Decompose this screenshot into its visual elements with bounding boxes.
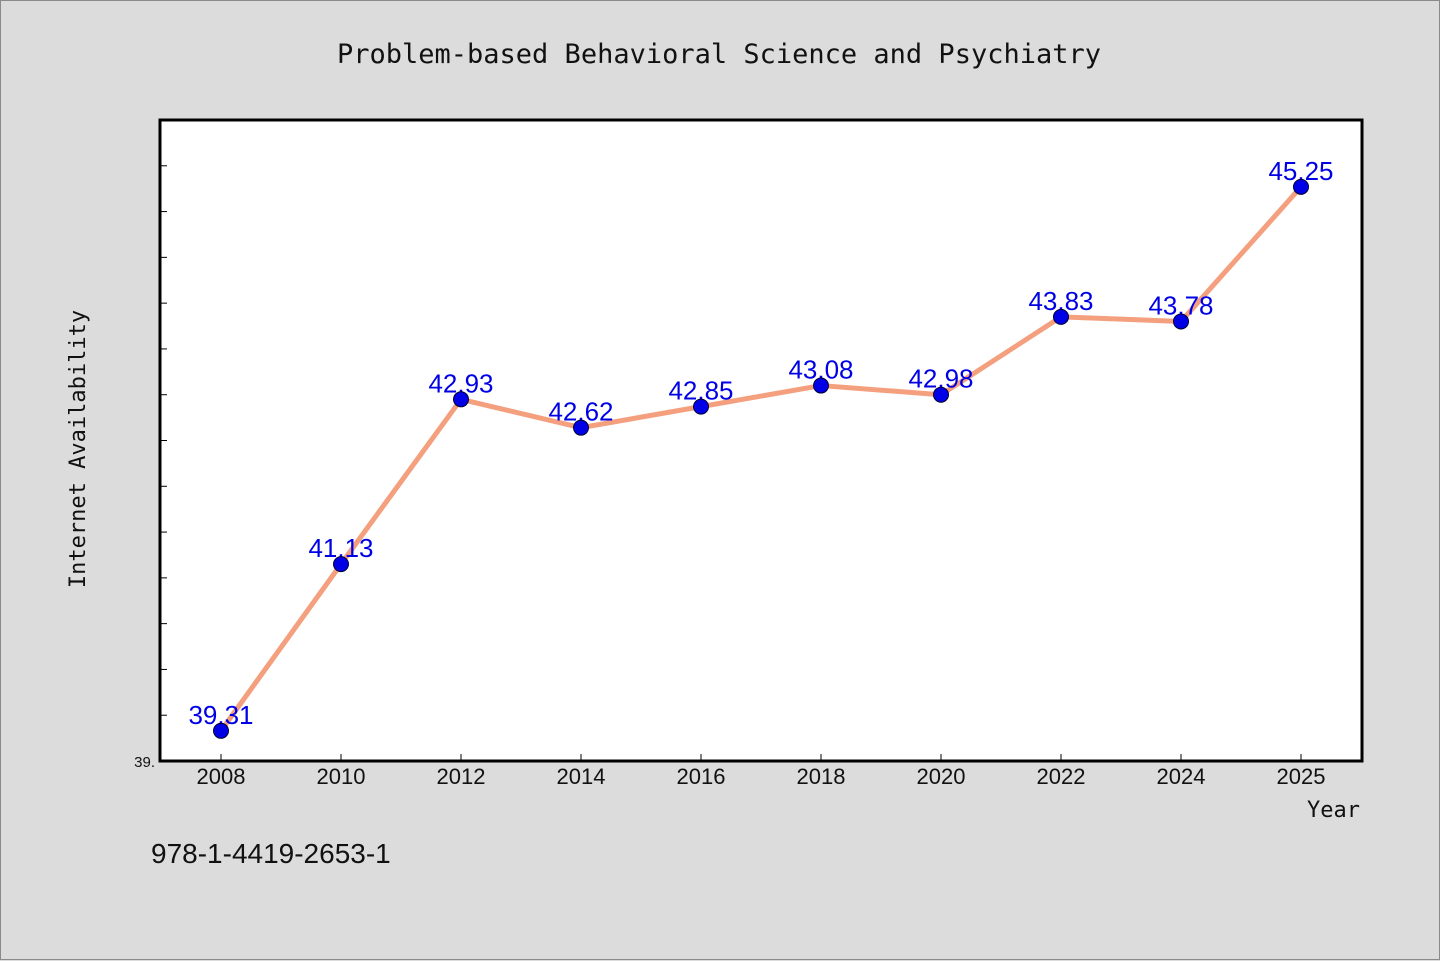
data-point bbox=[1293, 178, 1309, 195]
data-point bbox=[693, 398, 709, 415]
x-tick-label: 2014 bbox=[557, 764, 606, 789]
data-point bbox=[813, 377, 829, 394]
x-axis-title: Year bbox=[1307, 798, 1360, 823]
data-point bbox=[1173, 313, 1189, 330]
series-line bbox=[218, 184, 1304, 734]
plot-area bbox=[158, 118, 1364, 763]
data-point bbox=[573, 419, 589, 436]
x-tick-label: 2024 bbox=[1157, 764, 1206, 789]
x-tick-label: 2016 bbox=[677, 764, 726, 789]
y-axis-title: Internet Availability bbox=[66, 310, 91, 588]
x-axis-ticks bbox=[220, 754, 1302, 761]
isbn-text: 978-1-4419-2653-1 bbox=[151, 838, 391, 869]
y-axis-ticks bbox=[160, 119, 167, 762]
x-axis-tick-labels: 2008 2010 2012 2014 2016 2018 2020 2022 2024 2025 bbox=[197, 764, 1326, 789]
chart-title: Problem-based Behavioral Science and Psy… bbox=[337, 39, 1101, 70]
data-point bbox=[933, 386, 949, 403]
y-axis-min-label: 39. bbox=[134, 754, 155, 771]
x-tick-label: 2010 bbox=[317, 764, 366, 789]
x-tick-label: 2008 bbox=[197, 764, 246, 789]
data-point bbox=[1053, 308, 1069, 325]
x-tick-label: 2020 bbox=[917, 764, 966, 789]
data-point bbox=[213, 722, 229, 739]
data-point bbox=[453, 391, 469, 408]
x-tick-label: 2022 bbox=[1037, 764, 1086, 789]
x-tick-label: 2018 bbox=[797, 764, 846, 789]
x-tick-label: 2025 bbox=[1277, 764, 1326, 789]
data-point bbox=[333, 556, 349, 573]
x-tick-label: 2012 bbox=[437, 764, 486, 789]
